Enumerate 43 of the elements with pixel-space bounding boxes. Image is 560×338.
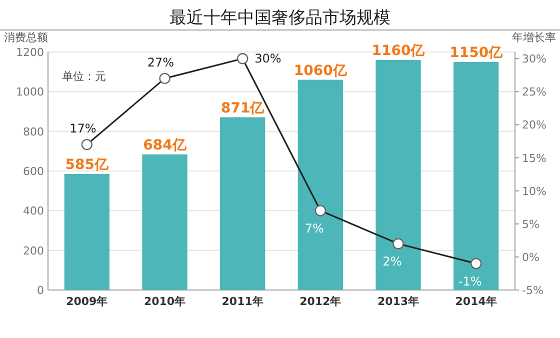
y-tick-label: 400 <box>23 204 44 218</box>
data-label: 1160亿 <box>372 42 426 59</box>
y2-tick-label: 30% <box>522 52 546 66</box>
y2-tick-label: 25% <box>522 86 546 99</box>
x-tick-label: 2010年 <box>144 295 186 308</box>
data-label: 30% <box>254 52 282 66</box>
bar <box>298 80 343 290</box>
annotation: 单位：元 <box>62 70 106 83</box>
data-label: 7% <box>304 222 324 236</box>
y-tick-label: 1000 <box>16 86 44 99</box>
y2-tick-label: 0% <box>522 250 540 264</box>
y-tick-label: 0 <box>37 284 44 297</box>
data-label: 684亿 <box>143 137 188 154</box>
y-axis-title: 消费总额 <box>4 31 48 44</box>
y2-tick-label: -5% <box>522 284 544 297</box>
data-label: 27% <box>147 55 174 70</box>
x-tick-label: 2014年 <box>455 295 497 308</box>
x-tick-label: 2012年 <box>300 295 342 308</box>
data-label: 2% <box>382 254 402 269</box>
bar <box>376 60 421 290</box>
y-tick-label: 200 <box>23 244 44 258</box>
bar <box>220 117 266 290</box>
x-tick-label: 2013年 <box>377 295 420 308</box>
y-tick-label: 1200 <box>16 46 44 59</box>
y2-tick-label: 20% <box>522 118 546 132</box>
y2-tick-label: 10% <box>522 184 546 198</box>
bar <box>454 62 499 290</box>
data-label: 17% <box>70 122 96 136</box>
y2-tick-label: 15% <box>522 152 546 165</box>
chart-title: 最近十年中国奢侈品市场规模 <box>170 8 390 28</box>
y2-tick-label: 5% <box>522 218 540 231</box>
data-label: 871亿 <box>220 100 266 116</box>
data-label: 585亿 <box>65 156 110 173</box>
data-label: 1060亿 <box>294 62 348 79</box>
y2-axis-title: 年增长率 <box>512 31 556 44</box>
data-label: -1% <box>458 274 482 289</box>
bar <box>64 174 110 290</box>
data-label: 1150亿 <box>450 44 504 61</box>
y-tick-label: 600 <box>23 165 44 178</box>
x-tick-label: 2009年 <box>66 295 108 308</box>
x-tick-label: 2011年 <box>222 295 264 308</box>
y-tick-label: 800 <box>23 125 44 138</box>
bar <box>142 154 188 290</box>
